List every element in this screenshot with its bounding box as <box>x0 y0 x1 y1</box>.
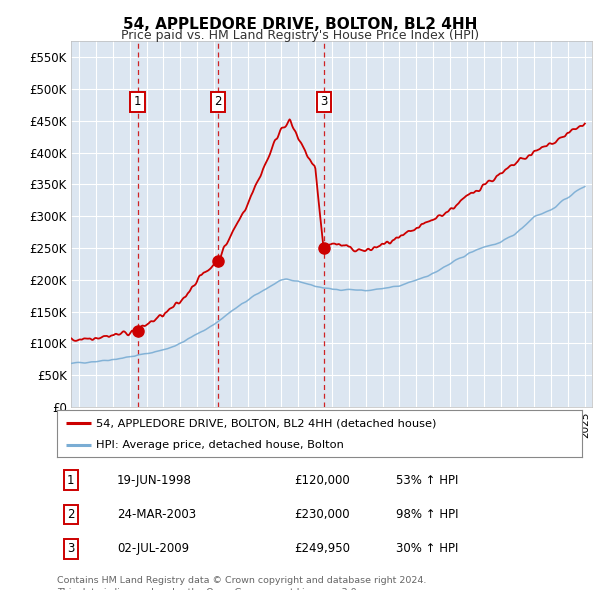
Text: 54, APPLEDORE DRIVE, BOLTON, BL2 4HH: 54, APPLEDORE DRIVE, BOLTON, BL2 4HH <box>123 17 477 31</box>
Text: 53% ↑ HPI: 53% ↑ HPI <box>396 474 458 487</box>
Text: 2: 2 <box>67 508 74 521</box>
Text: Contains HM Land Registry data © Crown copyright and database right 2024.
This d: Contains HM Land Registry data © Crown c… <box>57 576 427 590</box>
Text: 98% ↑ HPI: 98% ↑ HPI <box>396 508 458 521</box>
Text: £230,000: £230,000 <box>294 508 350 521</box>
Text: 1: 1 <box>67 474 74 487</box>
Text: 30% ↑ HPI: 30% ↑ HPI <box>396 542 458 555</box>
Text: 3: 3 <box>320 95 328 108</box>
Text: 02-JUL-2009: 02-JUL-2009 <box>117 542 189 555</box>
Text: 2: 2 <box>214 95 221 108</box>
Text: 19-JUN-1998: 19-JUN-1998 <box>117 474 192 487</box>
Text: £120,000: £120,000 <box>294 474 350 487</box>
Text: £249,950: £249,950 <box>294 542 350 555</box>
Text: 24-MAR-2003: 24-MAR-2003 <box>117 508 196 521</box>
Text: 1: 1 <box>134 95 141 108</box>
Text: 54, APPLEDORE DRIVE, BOLTON, BL2 4HH (detached house): 54, APPLEDORE DRIVE, BOLTON, BL2 4HH (de… <box>97 418 437 428</box>
Text: HPI: Average price, detached house, Bolton: HPI: Average price, detached house, Bolt… <box>97 440 344 450</box>
Text: Price paid vs. HM Land Registry's House Price Index (HPI): Price paid vs. HM Land Registry's House … <box>121 30 479 42</box>
Text: 3: 3 <box>67 542 74 555</box>
